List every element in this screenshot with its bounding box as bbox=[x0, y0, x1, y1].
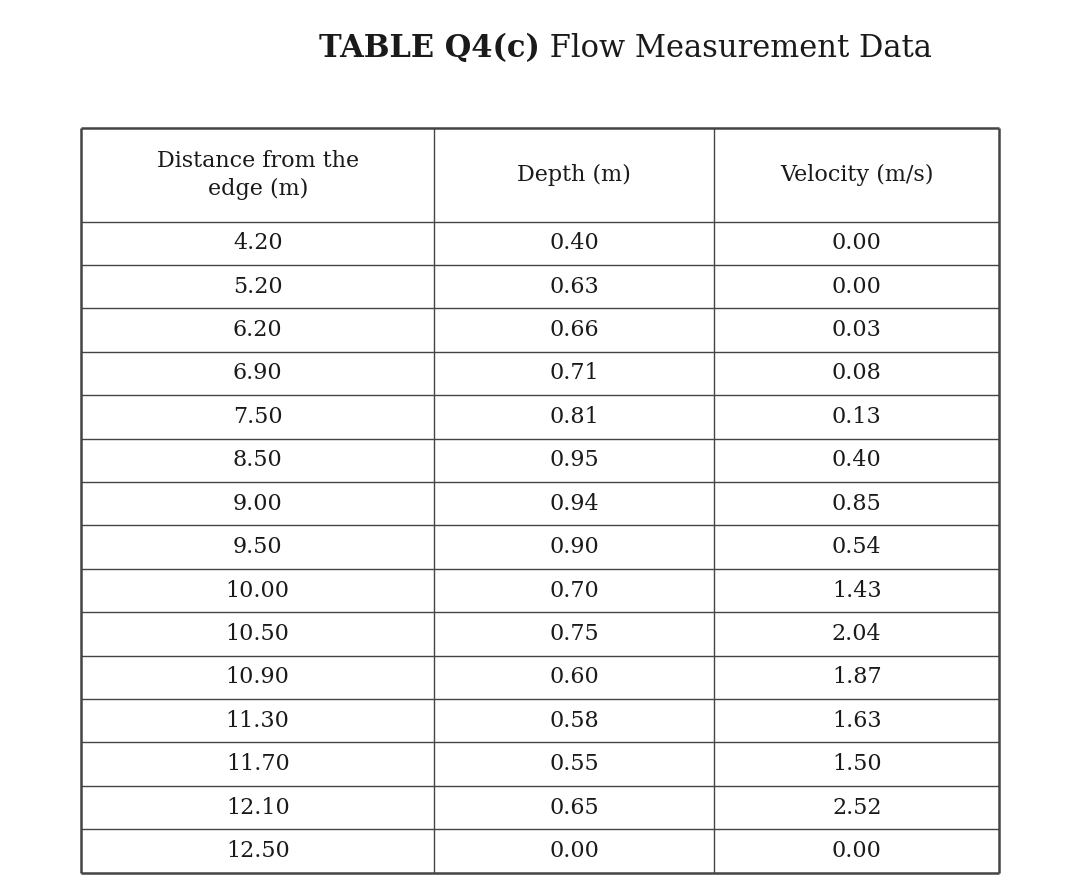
Text: 0.65: 0.65 bbox=[550, 797, 599, 819]
Text: 1.50: 1.50 bbox=[832, 753, 881, 775]
Text: 0.71: 0.71 bbox=[550, 362, 599, 385]
Text: 9.50: 9.50 bbox=[233, 536, 283, 558]
Text: 0.85: 0.85 bbox=[832, 493, 881, 515]
Text: 0.13: 0.13 bbox=[832, 406, 881, 428]
Text: 12.50: 12.50 bbox=[226, 840, 289, 862]
Text: 0.94: 0.94 bbox=[550, 493, 599, 515]
Text: 0.08: 0.08 bbox=[832, 362, 881, 385]
Text: 5.20: 5.20 bbox=[233, 276, 283, 298]
Text: 0.90: 0.90 bbox=[550, 536, 599, 558]
Text: 0.95: 0.95 bbox=[550, 449, 599, 471]
Text: 1.63: 1.63 bbox=[832, 710, 881, 732]
Text: 10.90: 10.90 bbox=[226, 666, 289, 688]
Text: Distance from the
edge (m): Distance from the edge (m) bbox=[157, 151, 359, 199]
Text: 0.03: 0.03 bbox=[832, 319, 881, 341]
Text: 0.66: 0.66 bbox=[550, 319, 599, 341]
Text: 11.70: 11.70 bbox=[226, 753, 289, 775]
Text: 0.00: 0.00 bbox=[832, 276, 881, 298]
Text: 0.81: 0.81 bbox=[550, 406, 599, 428]
Text: 0.40: 0.40 bbox=[832, 449, 881, 471]
Text: 0.63: 0.63 bbox=[550, 276, 599, 298]
Text: Flow Measurement Data: Flow Measurement Data bbox=[540, 34, 932, 64]
Text: 10.00: 10.00 bbox=[226, 579, 289, 602]
Text: 0.54: 0.54 bbox=[832, 536, 881, 558]
Text: 2.52: 2.52 bbox=[832, 797, 881, 819]
Text: Velocity (m/s): Velocity (m/s) bbox=[780, 164, 933, 186]
Text: 0.70: 0.70 bbox=[550, 579, 599, 602]
Text: TABLE Q4(c): TABLE Q4(c) bbox=[319, 34, 540, 64]
Text: 6.20: 6.20 bbox=[233, 319, 283, 341]
Text: 7.50: 7.50 bbox=[233, 406, 283, 428]
Text: 12.10: 12.10 bbox=[226, 797, 289, 819]
Text: 0.40: 0.40 bbox=[550, 232, 599, 254]
Text: 0.60: 0.60 bbox=[550, 666, 599, 688]
Text: 0.58: 0.58 bbox=[550, 710, 599, 732]
Text: 0.00: 0.00 bbox=[832, 840, 881, 862]
Text: 0.75: 0.75 bbox=[550, 623, 599, 645]
Text: 0.55: 0.55 bbox=[550, 753, 599, 775]
Text: 8.50: 8.50 bbox=[233, 449, 283, 471]
Text: 11.30: 11.30 bbox=[226, 710, 289, 732]
Text: 4.20: 4.20 bbox=[233, 232, 283, 254]
Text: 2.04: 2.04 bbox=[832, 623, 881, 645]
Text: 1.87: 1.87 bbox=[832, 666, 881, 688]
Text: 10.50: 10.50 bbox=[226, 623, 289, 645]
Text: 1.43: 1.43 bbox=[832, 579, 881, 602]
Text: 0.00: 0.00 bbox=[550, 840, 599, 862]
Text: 0.00: 0.00 bbox=[832, 232, 881, 254]
Text: 9.00: 9.00 bbox=[233, 493, 283, 515]
Text: 6.90: 6.90 bbox=[233, 362, 283, 385]
Text: Depth (m): Depth (m) bbox=[517, 164, 632, 186]
